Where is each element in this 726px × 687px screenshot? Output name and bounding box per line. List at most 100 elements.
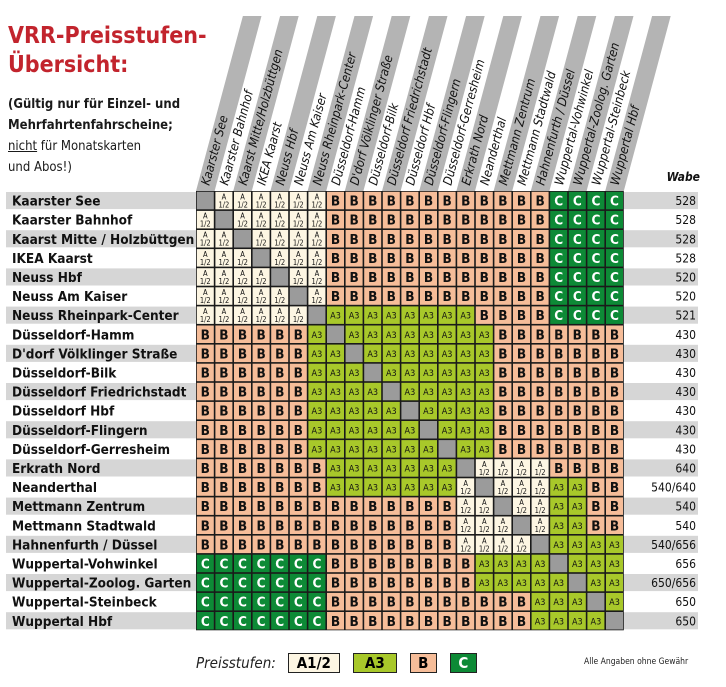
cell-label: B — [219, 346, 228, 362]
fare-cell — [438, 573, 456, 592]
cell-label: B — [387, 213, 396, 229]
fare-cell — [215, 268, 233, 286]
cell-label: A3 — [572, 560, 583, 570]
fare-cell — [196, 554, 214, 573]
row-label: Düsseldorf-Hamm — [12, 327, 134, 343]
wabe-value: 430 — [675, 404, 696, 418]
fare-cell — [568, 287, 586, 305]
fare-cell — [271, 535, 289, 554]
cell-label: 1/2 — [535, 468, 546, 477]
fare-cell — [606, 612, 623, 630]
cell-label: B — [535, 308, 544, 324]
fare-cell — [531, 573, 549, 592]
fare-cell — [215, 612, 233, 630]
cell-label: A — [463, 536, 468, 545]
wabe-value: 528 — [675, 232, 696, 246]
fare-cell — [587, 268, 605, 286]
fare-cell — [420, 306, 437, 324]
cell-label: A3 — [330, 388, 341, 398]
fare-cell — [289, 478, 307, 496]
fare-cell — [438, 306, 456, 324]
fare-cell — [252, 401, 270, 420]
fare-cell — [196, 478, 214, 496]
fare-cell — [606, 459, 623, 477]
cell-label: B — [387, 576, 396, 592]
cell-label: A3 — [535, 579, 546, 589]
fare-cell — [457, 497, 475, 515]
fare-cell — [327, 325, 344, 343]
fare-cell — [234, 478, 251, 496]
fare-cell — [345, 325, 363, 343]
fare-cell — [587, 287, 605, 305]
fare-cell — [420, 516, 437, 534]
cell-label: B — [610, 499, 619, 515]
cell-label: B — [424, 595, 433, 611]
fare-cell — [550, 554, 568, 573]
cell-label: A3 — [479, 445, 490, 455]
fare-cell — [401, 287, 419, 305]
cell-label: A3 — [609, 598, 620, 608]
fare-cell — [513, 459, 530, 477]
column-stripe — [307, 16, 374, 191]
fare-cell — [327, 382, 344, 401]
cell-label: C — [573, 213, 582, 229]
fare-cell — [401, 421, 419, 439]
fare-cell — [308, 230, 326, 248]
fare-cell — [401, 306, 419, 324]
fare-cell — [308, 191, 326, 210]
cell-label: A3 — [553, 522, 564, 532]
fare-cell — [420, 440, 437, 458]
fare-cell — [475, 554, 493, 573]
cell-label: A3 — [330, 484, 341, 494]
cell-label: A3 — [386, 312, 397, 322]
cell-label: A — [240, 307, 245, 316]
cell-label: A3 — [423, 464, 434, 474]
fare-cell — [215, 516, 233, 534]
cell-label: B — [424, 194, 433, 210]
fare-cell — [494, 421, 512, 439]
cell-label: C — [591, 213, 600, 229]
cell-label: C — [610, 270, 619, 286]
cell-label: B — [442, 251, 451, 267]
fare-cell — [271, 363, 289, 382]
column-stripe — [456, 16, 522, 191]
fare-cell — [234, 440, 251, 458]
cell-label: B — [201, 461, 210, 477]
fare-cell — [289, 210, 307, 229]
cell-label: B — [461, 595, 470, 611]
cell-label: A3 — [442, 312, 453, 322]
cell-label: B — [275, 327, 284, 343]
fare-cell — [420, 268, 437, 286]
fare-cell — [457, 421, 475, 439]
fare-cell — [364, 210, 382, 229]
fare-cell — [364, 287, 382, 305]
cell-label: B — [294, 442, 303, 458]
cell-label: B — [480, 614, 489, 630]
cell-label: A3 — [386, 331, 397, 341]
disclaimer: Alle Angaben ohne Gewähr — [584, 657, 689, 667]
cell-label: B — [331, 232, 340, 248]
cell-label: A3 — [386, 464, 397, 474]
cell-label: A3 — [572, 503, 583, 513]
row-label: Mettmann Stadtwald — [12, 518, 156, 534]
cell-label: A3 — [405, 445, 416, 455]
fare-cell — [475, 592, 493, 611]
cell-label: C — [591, 308, 600, 324]
fare-cell — [289, 459, 307, 477]
cell-label: C — [573, 308, 582, 324]
fare-cell — [438, 230, 456, 248]
fare-cell — [531, 249, 549, 267]
cell-label: B — [368, 576, 377, 592]
fare-cell — [475, 440, 493, 458]
fare-cell — [475, 535, 493, 554]
fare-cell — [289, 363, 307, 382]
fare-cell — [457, 612, 475, 630]
fare-cell — [568, 230, 586, 248]
fare-cell — [271, 592, 289, 611]
fare-cell — [568, 554, 586, 573]
fare-cell — [215, 325, 233, 343]
fare-cell — [196, 612, 214, 630]
cell-label: B — [535, 289, 544, 305]
cell-label: 1/2 — [516, 468, 527, 477]
cell-label: 1/2 — [479, 506, 490, 515]
